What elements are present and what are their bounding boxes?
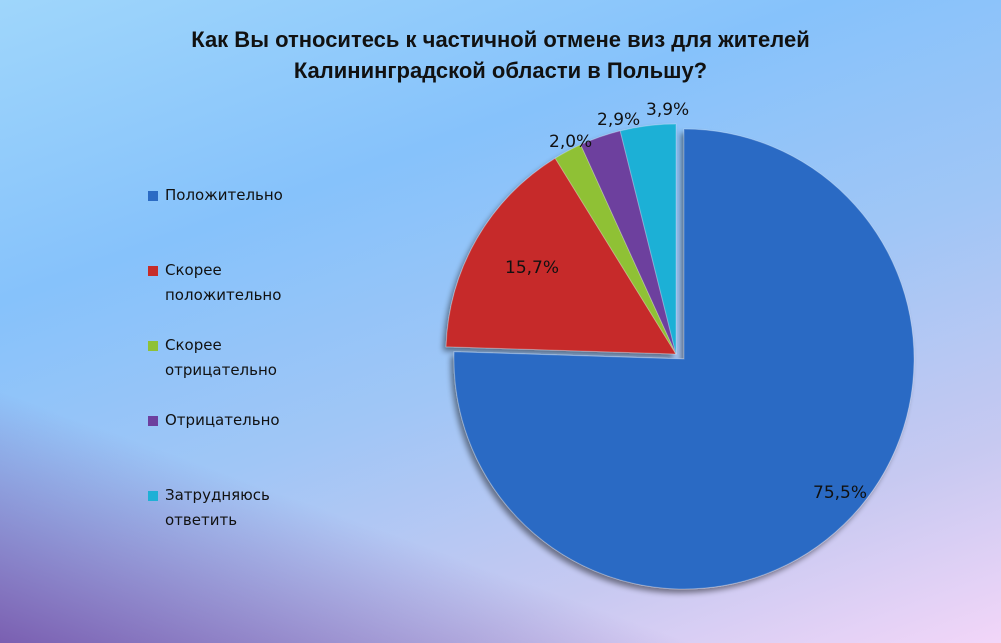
data-label-hard-to-say: 3,9% <box>646 100 689 120</box>
data-label-rather-negative: 2,0% <box>549 132 592 152</box>
pie-slice-hard-to-say <box>619 123 677 355</box>
chart-title: Как Вы относитесь к частичной отмене виз… <box>0 24 1001 86</box>
legend-label-negative: Отрицательно <box>165 411 280 429</box>
legend-swatch-rather-negative <box>148 341 158 351</box>
legend-swatch-positive <box>148 191 158 201</box>
legend-swatch-negative <box>148 416 158 426</box>
chart-title-line-1: Как Вы относитесь к частичной отмене виз… <box>191 27 810 52</box>
legend-label-positive: Положительно <box>165 186 283 204</box>
data-label-positive: 75,5% <box>813 483 867 503</box>
data-label-negative: 2,9% <box>597 110 640 130</box>
legend-label-hard-to-say: Затрудняюсь ответить <box>165 486 270 529</box>
legend-label-rather-negative: Скорее отрицательно <box>165 336 277 379</box>
pie-slice-positive <box>453 128 915 590</box>
legend-label-rather-positive: Скорее положительно <box>165 261 282 304</box>
chart-title-line-2: Калининградской области в Польшу? <box>293 58 708 83</box>
pie-slice-rather-positive <box>445 157 677 355</box>
data-label-rather-positive: 15,7% <box>505 258 559 278</box>
legend-swatch-hard-to-say <box>148 491 158 501</box>
legend-swatch-rather-positive <box>148 266 158 276</box>
